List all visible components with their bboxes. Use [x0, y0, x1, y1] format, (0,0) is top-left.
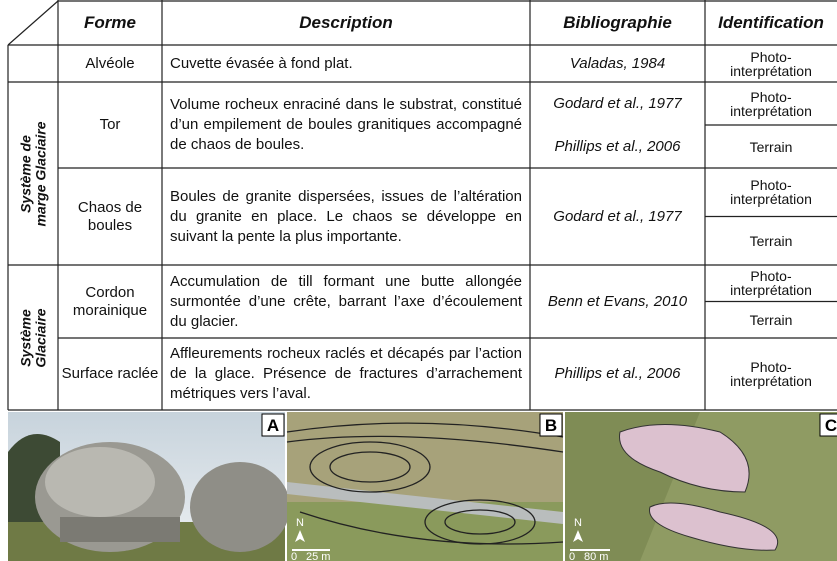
description-text: Cuvette évasée à fond plat.	[170, 54, 353, 72]
group-label-line: Système	[17, 308, 33, 367]
biblio-cell: Valadas, 1984	[569, 54, 666, 72]
north-label: N	[574, 517, 582, 529]
identification-text: Photo-interprétation	[730, 177, 812, 208]
description-cell: Boules de granite dispersées, issues de …	[162, 168, 530, 265]
column-header: Bibliographie	[563, 12, 672, 32]
biblio-cell: Phillips et al., 2006	[554, 137, 681, 155]
identification-text: Photo-interprétation	[730, 48, 812, 79]
identification-text: Terrain	[749, 138, 793, 155]
identification-cell: Photo-interprétation	[705, 45, 837, 82]
description-text: Boules de granite dispersées, issues de …	[170, 187, 522, 245]
north-label: N	[296, 517, 304, 529]
table-lines	[7, 0, 837, 411]
forme-cell: Surface raclée	[61, 365, 159, 382]
description-cell: Affleurements rocheux raclés et décapés …	[162, 338, 530, 410]
identification-cell: Photo-interprétation	[705, 82, 837, 125]
biblio-cell: Phillips et al., 2006	[554, 365, 681, 382]
scale-label: 0	[569, 551, 575, 561]
identification-cell: Photo-interprétation	[705, 338, 837, 410]
group-label-line: Système de	[17, 134, 33, 213]
biblio-cell: Godard et al., 1977	[553, 94, 682, 112]
identification-text: Photo-interprétation	[730, 359, 812, 389]
column-header: Forme	[84, 12, 136, 32]
rule	[7, 0, 59, 46]
scale-label: 25 m	[306, 551, 330, 561]
photo-strip: A B N 0 25 m C N 0 80 m	[8, 412, 837, 561]
identification-text: Terrain	[749, 311, 793, 328]
identification-text: Photo-interprétation	[730, 268, 812, 299]
biblio-cell: Godard et al., 1977	[553, 207, 682, 225]
forme-cell: Chaos de boules	[77, 198, 143, 234]
description-cell: Accumulation de till formant une butte a…	[162, 265, 530, 338]
biblio-cell: Benn et Evans, 2010	[547, 292, 688, 310]
photo-a: A	[8, 412, 290, 561]
description-text: Volume rocheux enraciné dans le substrat…	[170, 96, 522, 153]
group-label: Système de marge Glaciaire	[13, 82, 53, 265]
forme-cell: Alvéole	[85, 54, 135, 72]
scale-label: 80 m	[584, 551, 608, 561]
identification-text: Photo-interprétation	[730, 88, 812, 119]
identification-cell: Terrain	[705, 302, 837, 339]
photo-c: C N 0 80 m	[565, 412, 837, 561]
group-label-line: marge Glaciaire	[32, 120, 48, 227]
identification-cell: Terrain	[705, 125, 837, 168]
column-header: Identification	[718, 12, 824, 32]
photo-label: B	[545, 416, 557, 435]
identification-cell: Photo-interprétation	[705, 265, 837, 302]
group-label-line: Glaciaire	[32, 307, 48, 368]
description-cell: Cuvette évasée à fond plat.	[162, 45, 530, 82]
scale-label: 0	[291, 551, 297, 561]
description-text: Affleurements rocheux raclés et décapés …	[170, 345, 522, 402]
forme-cell: Tor	[99, 116, 121, 133]
identification-text: Terrain	[749, 232, 793, 249]
group-label: Système Glaciaire	[13, 265, 53, 410]
column-header: Description	[299, 12, 393, 32]
description-text: Accumulation de till formant une butte a…	[170, 272, 522, 330]
photo-label: C	[825, 416, 837, 435]
identification-cell: Terrain	[705, 217, 837, 266]
description-cell: Volume rocheux enraciné dans le substrat…	[162, 82, 530, 168]
identification-cell: Photo-interprétation	[705, 168, 837, 217]
photo-label: A	[267, 416, 279, 435]
forme-cell: Cordon morainique	[72, 283, 148, 319]
photo-b: B N 0 25 m	[286, 412, 564, 561]
